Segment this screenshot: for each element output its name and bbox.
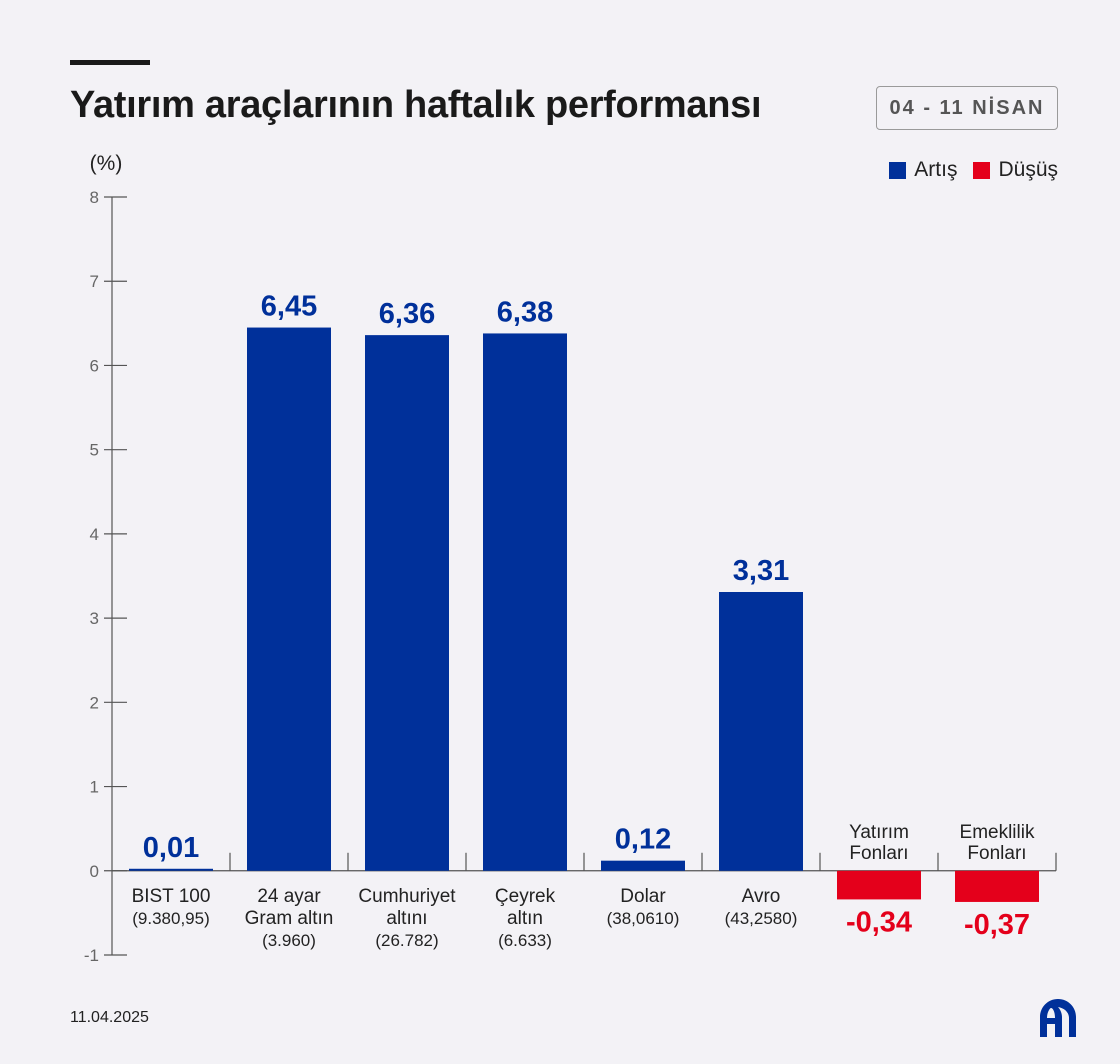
y-tick-label: -1 bbox=[84, 946, 99, 965]
category-label: 24 ayar bbox=[257, 886, 321, 907]
bar-value-label: -0,37 bbox=[964, 909, 1030, 941]
category-label: (3.960) bbox=[262, 931, 316, 950]
legend-swatch-decrease bbox=[973, 161, 991, 179]
y-tick-label: 5 bbox=[90, 441, 99, 460]
bar bbox=[955, 870, 1039, 902]
category-label: Fonları bbox=[967, 843, 1026, 864]
bar bbox=[247, 327, 331, 871]
date-range-badge: 04 - 11 NİSAN bbox=[876, 86, 1058, 130]
category-label: Yatırım bbox=[849, 822, 909, 843]
aa-logo-icon bbox=[1040, 999, 1076, 1037]
y-tick-label: 0 bbox=[90, 862, 99, 881]
y-tick-label: 8 bbox=[90, 188, 99, 207]
legend-item-increase: Artış bbox=[889, 158, 957, 182]
footer-date: 11.04.2025 bbox=[70, 1009, 149, 1026]
legend-label-decrease: Düşüş bbox=[998, 158, 1058, 181]
category-label: Dolar bbox=[620, 886, 666, 907]
category-label: (43,2580) bbox=[725, 909, 798, 928]
bar bbox=[483, 333, 567, 871]
category-label: (38,0610) bbox=[607, 909, 680, 928]
legend-label-increase: Artış bbox=[914, 158, 958, 181]
category-label: Çeyrek bbox=[495, 886, 556, 907]
category-label: Avro bbox=[742, 886, 781, 907]
y-tick-label: 6 bbox=[90, 356, 99, 375]
bar-value-label: 6,38 bbox=[497, 296, 553, 328]
y-tick-label: 7 bbox=[90, 272, 99, 291]
bar bbox=[129, 868, 213, 871]
chart-legend: Artış Düşüş bbox=[889, 158, 1058, 182]
category-label: Emeklilik bbox=[960, 822, 1035, 843]
bar-value-label: 0,01 bbox=[143, 832, 199, 864]
y-tick-label: 3 bbox=[90, 609, 99, 628]
category-label: (6.633) bbox=[498, 931, 552, 950]
category-label: Cumhuriyet bbox=[358, 886, 456, 907]
category-label: Fonları bbox=[849, 843, 908, 864]
y-tick-label: 1 bbox=[90, 778, 99, 797]
bar-value-label: 3,31 bbox=[733, 555, 789, 587]
bar bbox=[601, 860, 685, 871]
y-tick-label: 2 bbox=[90, 693, 99, 712]
bar-value-label: 6,45 bbox=[261, 291, 317, 323]
legend-swatch-increase bbox=[889, 161, 907, 179]
legend-item-decrease: Düşüş bbox=[973, 158, 1058, 182]
bar-value-label: -0,34 bbox=[846, 906, 912, 938]
category-label: (26.782) bbox=[375, 931, 438, 950]
y-tick-label: 4 bbox=[90, 525, 99, 544]
category-label: (9.380,95) bbox=[132, 909, 210, 928]
bar bbox=[837, 870, 921, 900]
bar-value-label: 6,36 bbox=[379, 298, 435, 330]
category-label: BIST 100 bbox=[132, 886, 211, 907]
bar-value-label: 0,12 bbox=[615, 824, 671, 856]
y-axis-unit-label: (%) bbox=[90, 152, 123, 175]
bar bbox=[719, 592, 803, 871]
page-title: Yatırım araçlarının haftalık performansı bbox=[70, 84, 762, 126]
category-label: Gram altın bbox=[245, 908, 334, 929]
title-accent-bar bbox=[70, 60, 150, 65]
bar bbox=[365, 335, 449, 871]
category-label: altın bbox=[507, 908, 543, 929]
category-label: altını bbox=[386, 908, 427, 929]
